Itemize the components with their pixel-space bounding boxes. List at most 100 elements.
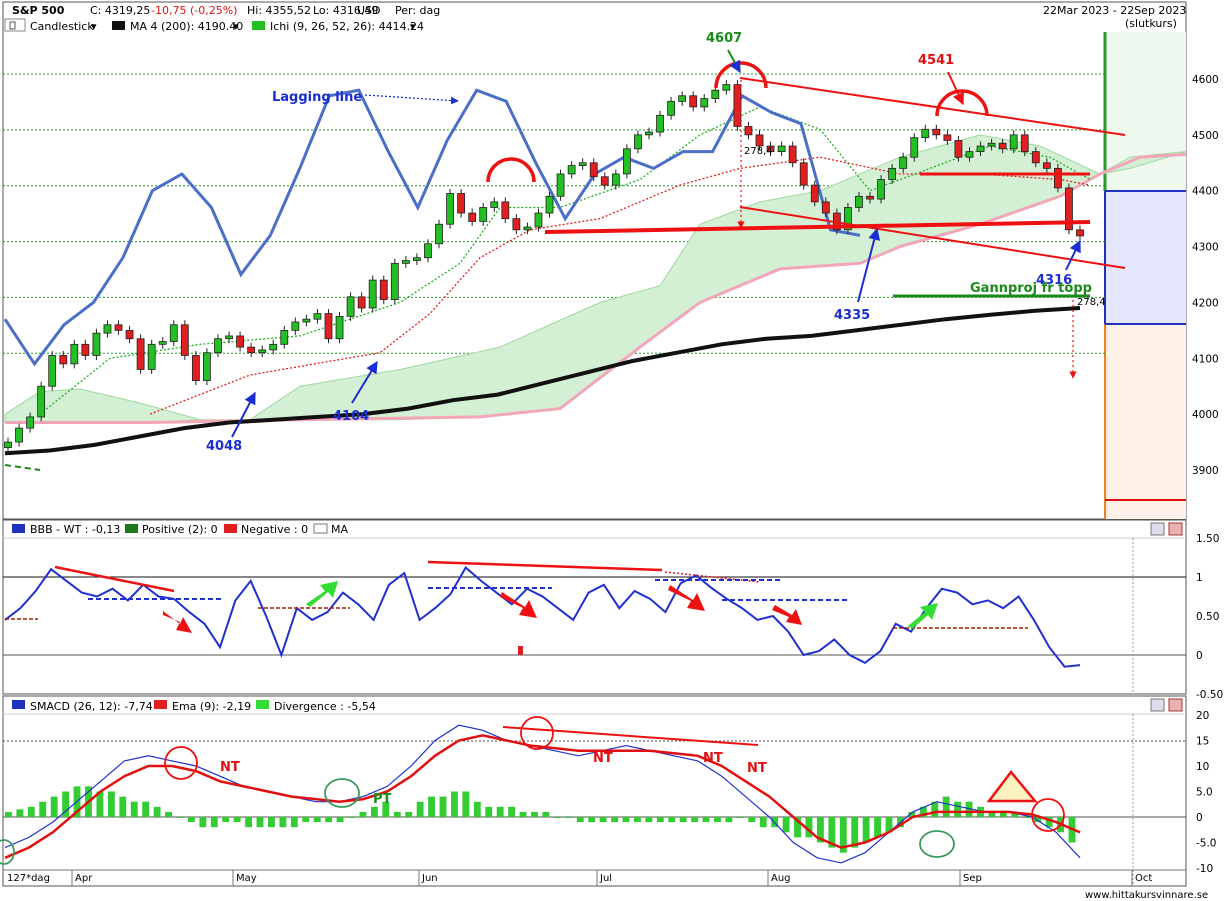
candle-body (457, 193, 466, 214)
candle-body (390, 262, 399, 301)
arrow-4541 (947, 71, 964, 106)
candle-body (468, 212, 477, 222)
candle-body (92, 332, 101, 356)
candle-body (247, 346, 256, 354)
candle-body (722, 84, 731, 91)
price-tick-label: 4200 (1192, 297, 1219, 309)
trend-annotations (231, 49, 1126, 438)
candle-body (48, 355, 57, 387)
candle-body (1031, 151, 1040, 164)
candle-body (689, 95, 698, 108)
price-tick-label: 3900 (1192, 465, 1219, 477)
histogram-bar (794, 817, 801, 838)
histogram-bar (542, 811, 550, 817)
histogram-bar (313, 817, 321, 823)
legend-dropdown-icon[interactable]: ▾ (91, 20, 97, 33)
histogram-bar (210, 817, 218, 828)
bbb-label: BBB - WT : -0,13 (30, 523, 120, 536)
bbb-tick-label: 1 (1196, 572, 1203, 584)
histogram-bar (782, 817, 790, 833)
histogram-bar (633, 817, 641, 823)
histogram-bar (725, 817, 733, 823)
arrow-4335 (857, 227, 881, 303)
histogram-bar (222, 817, 230, 823)
bbb-tick-label: 0 (1196, 650, 1203, 662)
period-label: Per: dag (395, 4, 440, 17)
legend-ichi-dropdown-icon[interactable]: ▾ (410, 20, 416, 33)
bbb-panel-frame (2, 519, 1187, 695)
legend-ma[interactable]: MA 4 (200): 4190.40 (130, 20, 243, 33)
ichi-swatch (252, 21, 265, 30)
ma-swatch-bbb (313, 523, 328, 534)
candle-body (125, 329, 134, 340)
price-tick-label: 4000 (1192, 409, 1219, 421)
macd-close-icon[interactable] (1168, 698, 1183, 712)
top-arc-4607 (714, 61, 768, 89)
macd-settings-icon[interactable] (1150, 698, 1165, 712)
annotation-4335: 4335 (834, 308, 870, 323)
annotation-4104: 4104 (333, 409, 369, 424)
support-line (544, 220, 1091, 234)
x-period-label: 127*dag (7, 873, 50, 884)
candle-body (523, 226, 532, 231)
histogram-bar (862, 817, 870, 843)
legend-ma-dropdown-icon[interactable]: ▾ (233, 20, 239, 33)
price-tick-label: 4100 (1192, 353, 1219, 365)
histogram-bar (576, 817, 584, 823)
candle-body (70, 343, 79, 365)
histogram-bar (599, 817, 607, 823)
histogram-bar (405, 811, 413, 817)
candle-body (888, 167, 897, 180)
candle-body (556, 173, 565, 197)
macd-axis: 20 15 10 5.0 0 -5.0 -10 (1196, 710, 1217, 875)
candle-body (976, 145, 985, 153)
upper-channel-line (739, 77, 1126, 136)
histogram-bar (1011, 811, 1019, 817)
ma-200-line (4, 306, 1081, 456)
price-axis: 4600 4500 4400 4300 4200 4100 4000 3900 (1192, 74, 1219, 477)
histogram-bar (16, 809, 24, 817)
macd-tick-label: 20 (1196, 710, 1209, 722)
macd-circle-6 (0, 839, 15, 865)
legend-candlestick[interactable]: Candlestick (30, 20, 94, 33)
candle-body (788, 145, 797, 164)
ma-swatch (112, 21, 125, 30)
histogram-bar (187, 817, 195, 823)
histogram-bar (611, 817, 618, 823)
histogram-bar (302, 817, 310, 823)
candlestick-swatch (4, 18, 26, 32)
macd-ema-label: Ema (9): -2,19 (172, 700, 251, 713)
bbb-close-icon[interactable] (1168, 522, 1183, 536)
currency-label: USD (357, 4, 381, 17)
month-label: Sep (963, 873, 982, 884)
bbb-tick-label: -0.50 (1196, 689, 1223, 701)
month-label: Jun (421, 873, 438, 884)
candle-body (169, 324, 178, 342)
close-value: C: 4319,25 (90, 4, 150, 17)
macd-nt-4: NT (747, 761, 767, 776)
histogram-bar (62, 791, 70, 817)
bbb-red-arrow-3 (668, 585, 705, 611)
annotation-4316: 4316 (1036, 273, 1072, 288)
macd-tick-label: 10 (1196, 761, 1209, 773)
candle-body (1042, 162, 1051, 169)
histogram-bar (485, 806, 493, 817)
macd-pt: PT (373, 792, 392, 807)
bbb-settings-icon[interactable] (1150, 522, 1165, 536)
candle-body (446, 193, 454, 225)
candle-body (545, 195, 554, 214)
histogram-bar (851, 817, 859, 848)
annotation-4048: 4048 (206, 439, 242, 454)
macd-circle-2 (520, 716, 554, 750)
legend-ichi[interactable]: Ichi (9, 26, 52, 26): 4414.24 (270, 20, 424, 33)
macd-tick-label: 15 (1196, 736, 1209, 748)
histogram-bar (176, 817, 184, 818)
candle-body (313, 313, 322, 320)
candle-body (777, 145, 786, 153)
candle-body (645, 131, 653, 136)
histogram-bar (622, 817, 630, 823)
month-label: Oct (1135, 873, 1152, 884)
candle-body (258, 349, 267, 354)
candle-body (302, 318, 311, 323)
bbb-tick-label: 1.50 (1196, 533, 1219, 545)
